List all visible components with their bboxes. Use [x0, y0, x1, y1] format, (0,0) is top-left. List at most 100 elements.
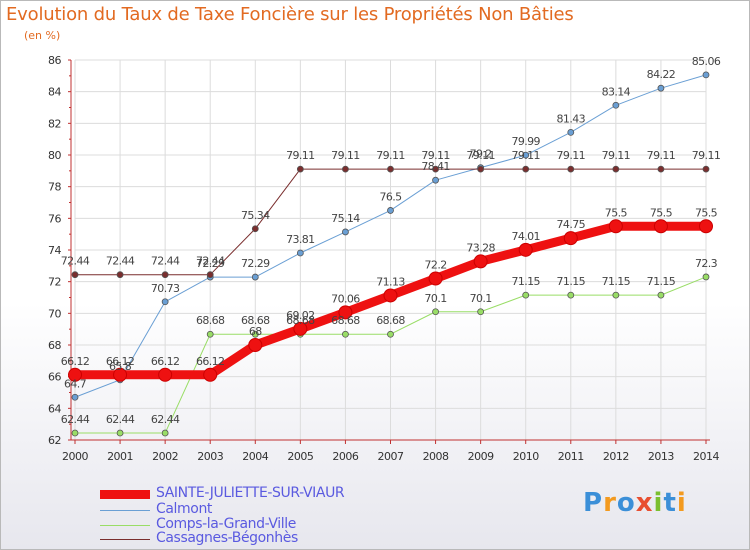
data-label: 79.99: [511, 135, 540, 148]
data-label: 74.75: [557, 218, 586, 231]
data-point: [116, 271, 124, 279]
data-label: 73.81: [286, 233, 315, 246]
x-tick-label: 2010: [513, 450, 539, 463]
data-label: 69.02: [286, 309, 315, 322]
data-label: 68: [249, 325, 262, 338]
proxiti-logo: Proxiti: [583, 488, 687, 518]
data-label: 70.1: [470, 292, 492, 305]
data-point: [113, 367, 128, 382]
data-point: [387, 330, 394, 338]
x-tick-label: 2004: [242, 450, 268, 463]
data-label: 74.01: [511, 230, 540, 243]
data-label: 62.44: [106, 413, 135, 426]
x-tick-label: 2012: [603, 450, 629, 463]
data-label: 68.68: [376, 314, 405, 327]
data-point: [657, 291, 665, 299]
x-tick-label: 2006: [332, 450, 358, 463]
data-point: [251, 273, 259, 281]
y-tick-label: 62: [48, 434, 61, 447]
data-point: [383, 288, 398, 303]
x-tick-label: 2003: [197, 450, 223, 463]
data-point: [653, 219, 668, 234]
data-label: 75.14: [331, 212, 360, 225]
data-point: [567, 291, 575, 299]
data-point: [612, 291, 620, 299]
y-unit-label: (en %): [24, 29, 61, 42]
data-point: [203, 367, 218, 382]
y-tick-label: 84: [48, 86, 61, 99]
y-tick-label: 70: [48, 307, 61, 320]
y-tick-label: 82: [48, 117, 61, 130]
data-point: [477, 308, 485, 316]
x-tick-label: 2000: [62, 450, 88, 463]
data-point: [702, 273, 710, 281]
data-point: [71, 429, 79, 437]
data-label: 65.8: [109, 360, 132, 373]
data-point: [522, 151, 530, 159]
data-point: [342, 228, 349, 236]
data-point: [428, 271, 443, 286]
data-point: [473, 254, 488, 269]
data-label: 79.11: [376, 149, 405, 162]
data-point: [699, 219, 713, 234]
data-label: 85.06: [692, 55, 721, 68]
data-point: [206, 330, 214, 338]
logo-letter: i: [676, 488, 687, 518]
logo-letter: x: [635, 488, 654, 518]
data-label: 81.43: [557, 112, 586, 125]
data-point: [342, 165, 349, 173]
data-point: [657, 165, 665, 173]
data-point: [293, 321, 308, 336]
data-label: 83.14: [602, 85, 631, 98]
y-tick-label: 86: [48, 54, 61, 67]
data-label: 66.12: [61, 355, 90, 368]
data-label: 62.44: [61, 413, 90, 426]
data-point: [68, 367, 82, 382]
data-point: [702, 165, 710, 173]
data-label: 70.73: [151, 282, 180, 295]
data-point: [71, 271, 79, 279]
y-tick-label: 76: [48, 212, 61, 225]
logo-letter: r: [603, 488, 617, 518]
data-label: 68.68: [241, 314, 270, 327]
legend-label: SAINTE-JULIETTE-SUR-VIAUR: [156, 485, 345, 501]
data-label: 71.15: [602, 275, 631, 288]
y-tick-label: 64: [48, 402, 61, 415]
data-label: 79.11: [602, 149, 631, 162]
data-label: 84.22: [647, 68, 676, 81]
data-label: 70.1: [425, 292, 447, 305]
data-label: 75.5: [695, 206, 718, 219]
data-point: [432, 176, 439, 184]
data-point: [387, 207, 394, 214]
data-label: 79.11: [421, 149, 450, 162]
y-tick-label: 78: [48, 181, 61, 194]
data-label: 72.44: [106, 255, 135, 268]
data-point: [518, 242, 533, 257]
data-label: 79.11: [557, 149, 586, 162]
y-tick-label: 68: [48, 339, 61, 352]
data-label: 72.3: [695, 257, 718, 270]
legend-swatch: [100, 490, 150, 499]
data-point: [251, 330, 259, 338]
data-label: 68.68: [196, 314, 225, 327]
grid: [74, 59, 707, 441]
data-label: 71.13: [376, 275, 405, 288]
data-label: 75.5: [605, 206, 628, 219]
x-tick-label: 2001: [107, 450, 133, 463]
data-point: [612, 165, 620, 173]
data-label: 79.2: [470, 148, 492, 161]
logo-letter: t: [663, 488, 677, 518]
data-label: 71.15: [647, 275, 676, 288]
chart-title: Evolution du Taux de Taxe Foncière sur l…: [6, 4, 574, 25]
data-point: [612, 101, 620, 109]
y-tick-label: 74: [48, 244, 61, 257]
logo-letter: i: [653, 488, 664, 518]
data-label: 66.12: [151, 355, 180, 368]
x-tick-label: 2008: [423, 450, 449, 463]
logo-letter: o: [616, 488, 636, 518]
data-label: 79.11: [331, 149, 360, 162]
legend-swatch: [100, 510, 150, 511]
data-label: 78.41: [421, 160, 450, 173]
data-point: [296, 165, 304, 173]
